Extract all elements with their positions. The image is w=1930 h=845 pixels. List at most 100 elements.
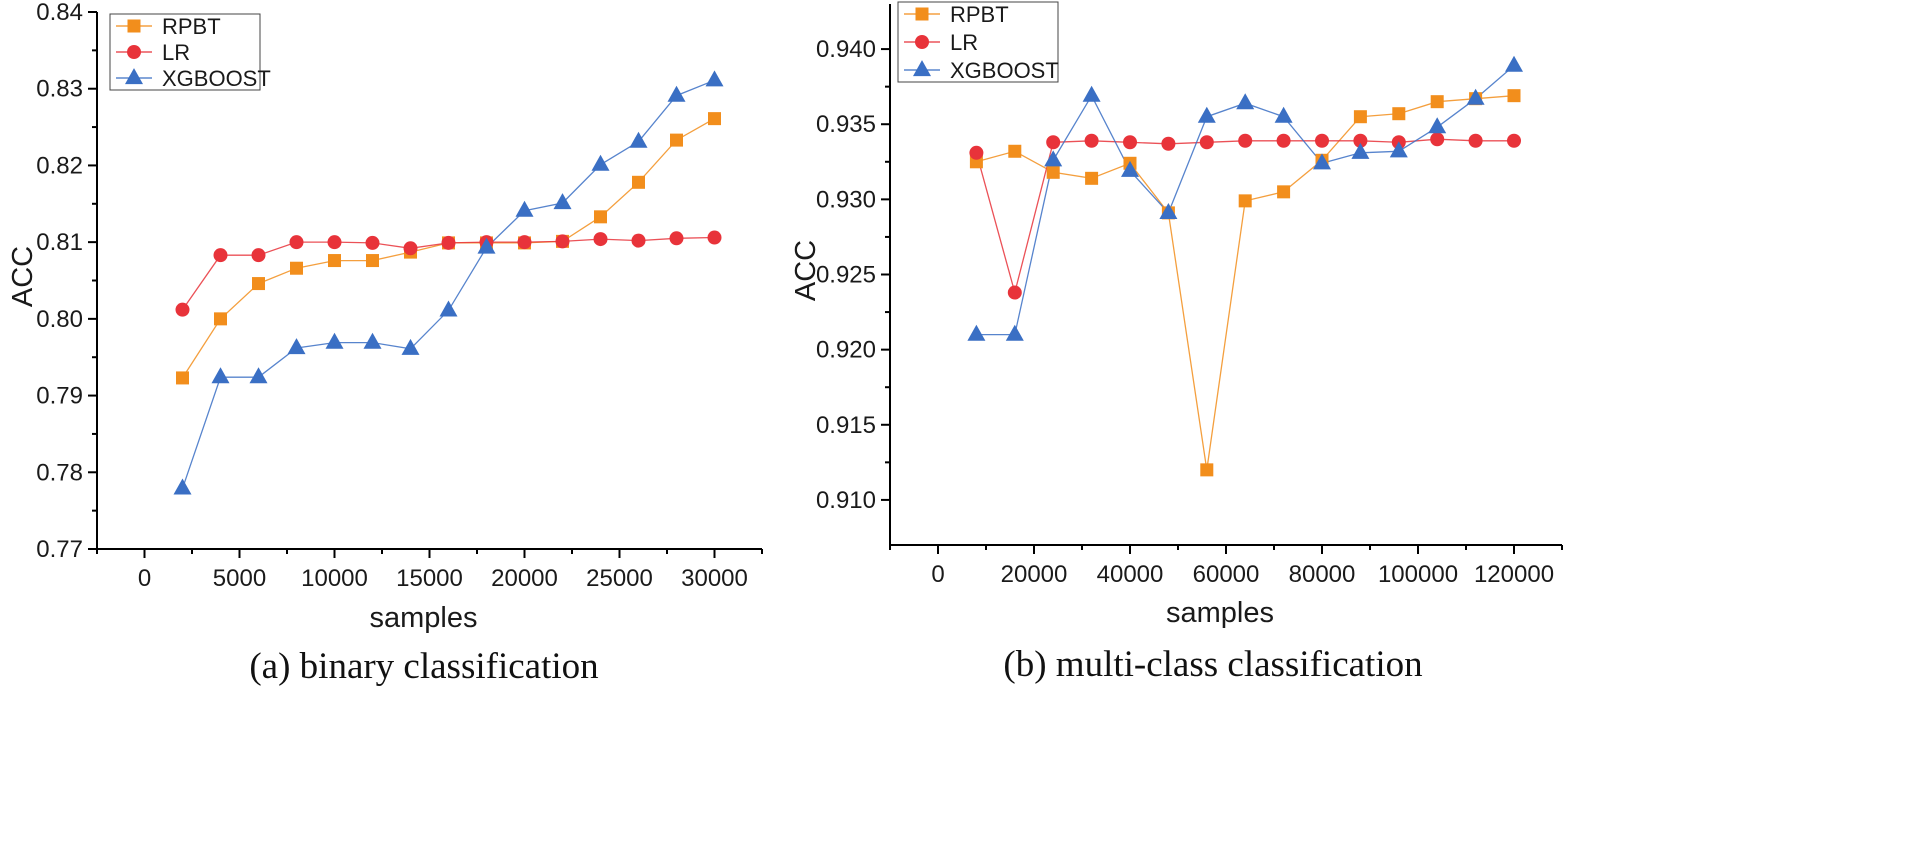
data-point-xgboost [1389,141,1408,158]
data-point-xgboost [1082,85,1101,102]
data-point-xgboost [1197,106,1216,123]
data-point-lr [251,248,266,263]
y-tick-label: 0.82 [36,152,83,179]
y-tick-label: 0.81 [36,229,83,256]
data-point-xgboost [667,85,686,102]
legend-label-lr: LR [162,40,190,65]
data-point-lr [365,235,380,250]
data-point-xgboost [173,478,192,495]
data-point-rpbt [1085,171,1099,185]
data-point-lr [403,241,418,256]
x-tick-label: 30000 [681,565,748,592]
data-point-lr [1238,133,1253,148]
data-point-rpbt [366,254,379,268]
y-tick-label: 0.935 [816,111,876,138]
x-tick-label: 60000 [1193,561,1260,588]
data-point-xgboost [1505,55,1523,72]
data-point-lr [555,234,570,249]
data-point-xgboost [363,332,382,349]
data-point-lr [327,235,342,250]
data-point-lr [593,232,608,247]
data-point-xgboost [401,338,420,355]
legend-marker-xgboost [913,60,931,77]
data-point-xgboost [1005,324,1024,341]
data-point-rpbt [632,175,645,189]
x-axis-title: samples [1166,597,1274,629]
data-point-xgboost [1313,153,1331,170]
data-point-xgboost [249,367,268,384]
y-axis-title: ACC [7,246,39,307]
legend-marker-xgboost [125,68,143,85]
x-tick-label: 10000 [301,565,368,592]
data-point-lr [969,145,984,160]
data-point-lr [1046,135,1061,150]
data-point-xgboost [967,324,986,341]
data-point-rpbt [1238,194,1252,208]
data-point-rpbt [1046,165,1060,179]
y-tick-label: 0.78 [36,459,83,486]
data-point-lr [1468,133,1483,148]
chart-binary-classification: 0.77 0.78 0.79 0.80 0.81 0.82 0.83 0.84 0 5000 100… [7,0,763,687]
data-point-xgboost [325,332,344,349]
data-point-lr [1507,133,1521,148]
data-point-rpbt [1353,110,1367,124]
data-point-rpbt [252,277,265,291]
data-point-lr [1353,133,1368,148]
data-point-lr [213,248,228,263]
data-point-lr [1007,285,1022,300]
y-tick-label: 0.915 [816,412,876,439]
figure-caption: (b) multi-class classification [1003,644,1422,685]
legend-label-lr: LR [950,30,978,55]
data-point-lr [289,235,304,250]
data-point-rpbt [1392,107,1406,121]
data-point-xgboost [211,367,230,384]
x-tick-label: 80000 [1289,561,1356,588]
data-point-lr [1199,135,1214,150]
x-tick-label: 5000 [213,565,266,592]
data-point-xgboost [1044,150,1063,167]
data-point-xgboost [1236,93,1255,110]
data-point-xgboost [591,154,610,171]
y-tick-label: 0.940 [816,36,876,63]
data-point-lr [1123,135,1137,150]
data-point-xgboost [1121,160,1139,177]
x-tick-label: 25000 [586,565,653,592]
data-point-xgboost [1159,202,1178,219]
data-point-rpbt [214,312,227,326]
data-point-xgboost [1466,88,1485,105]
data-point-lr [669,231,684,246]
data-point-xgboost [705,70,724,87]
data-point-rpbt [176,371,189,385]
data-point-rpbt [594,210,607,224]
legend-label-xgboost: XGBOOST [162,66,271,91]
x-tick-label: 0 [138,565,151,592]
data-point-xgboost [553,193,572,210]
data-point-lr [707,230,722,245]
data-point-lr [175,302,190,317]
data-point-rpbt [328,254,341,268]
data-point-xgboost [1351,142,1370,159]
series-line-rpbt [976,95,1515,470]
legend-label-rpbt: RPBT [950,2,1009,27]
data-point-rpbt [290,261,303,275]
data-point-lr [517,235,532,250]
data-point-xgboost [287,338,306,355]
legend-label-xgboost: XGBOOST [950,58,1059,83]
x-tick-label: 120000 [1474,561,1554,588]
legend-marker-rpbt [127,19,141,33]
data-point-lr [1161,136,1176,151]
y-tick-label: 0.925 [816,262,876,289]
x-tick-label: 0 [931,561,944,588]
legend-label-rpbt: RPBT [162,14,221,39]
y-tick-label: 0.77 [36,536,83,563]
data-point-lr [441,235,456,250]
x-tick-label: 20000 [491,565,558,592]
y-tick-label: 0.920 [816,337,876,364]
data-point-xgboost [477,237,496,254]
data-point-lr [1430,132,1445,147]
x-tick-label: 20000 [1001,561,1068,588]
data-point-rpbt [670,133,683,147]
data-point-xgboost [439,300,458,317]
y-tick-label: 0.910 [816,487,876,514]
data-point-rpbt [1507,89,1521,103]
